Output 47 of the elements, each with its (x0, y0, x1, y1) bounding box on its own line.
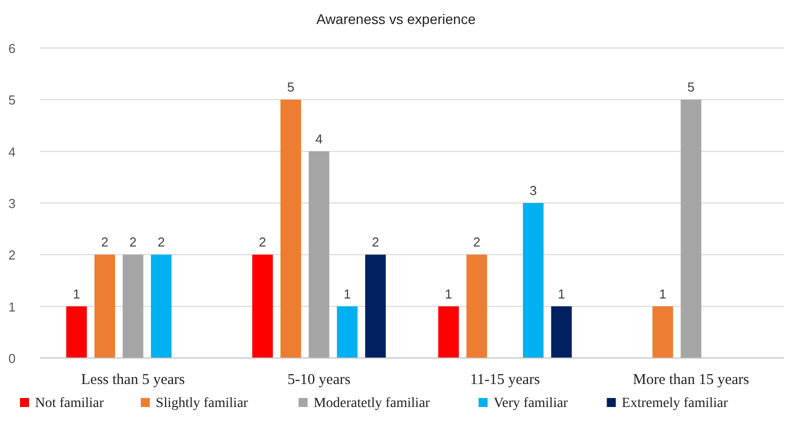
data-label: 1 (659, 286, 666, 302)
bar (336, 306, 358, 358)
data-label: 2 (473, 234, 480, 250)
y-tick-label: 1 (8, 299, 16, 314)
data-label: 2 (129, 234, 137, 250)
legend-label: Moderatetly familiar (314, 396, 430, 411)
bar (466, 254, 488, 358)
bar (308, 151, 330, 358)
legend-label: Very familiar (494, 396, 568, 411)
bar (150, 254, 172, 358)
data-label: 1 (72, 286, 80, 302)
bar (438, 306, 459, 358)
bar (680, 100, 702, 358)
chart-title: Awareness vs experience (316, 11, 476, 27)
data-label: 1 (344, 286, 351, 302)
y-tick-label: 2 (8, 248, 16, 263)
bar (365, 254, 386, 358)
y-tick-label: 5 (8, 92, 16, 108)
data-label: 3 (530, 183, 537, 198)
bar (522, 203, 544, 358)
legend-label: Extremely familiar (622, 396, 728, 411)
x-tick-label: Less than 5 years (81, 372, 186, 388)
data-label: 2 (101, 234, 108, 250)
bar (551, 306, 572, 358)
data-label: 2 (158, 234, 165, 250)
y-tick-label: 0 (8, 351, 16, 366)
data-label: 1 (444, 286, 452, 302)
y-tick-label: 3 (8, 196, 16, 211)
data-label: 4 (315, 131, 323, 146)
data-label: 5 (287, 80, 294, 95)
data-label: 5 (687, 80, 695, 95)
data-label: 2 (258, 234, 266, 250)
bar (652, 306, 674, 358)
y-tick-label: 6 (8, 41, 16, 56)
legend-label: Slightly familiar (156, 396, 248, 411)
x-tick-label: 11-15 years (470, 372, 540, 388)
data-label: 2 (372, 234, 380, 250)
bar (122, 254, 144, 358)
legend-label: Not familiar (35, 396, 104, 411)
x-tick-label: More than 15 years (632, 372, 750, 388)
bar (252, 254, 273, 358)
bar (66, 306, 87, 358)
bar (94, 254, 116, 358)
y-tick-label: 4 (8, 144, 16, 160)
data-label: 1 (558, 286, 566, 302)
x-tick-label: 5-10 years (288, 372, 351, 388)
bar (280, 100, 302, 358)
